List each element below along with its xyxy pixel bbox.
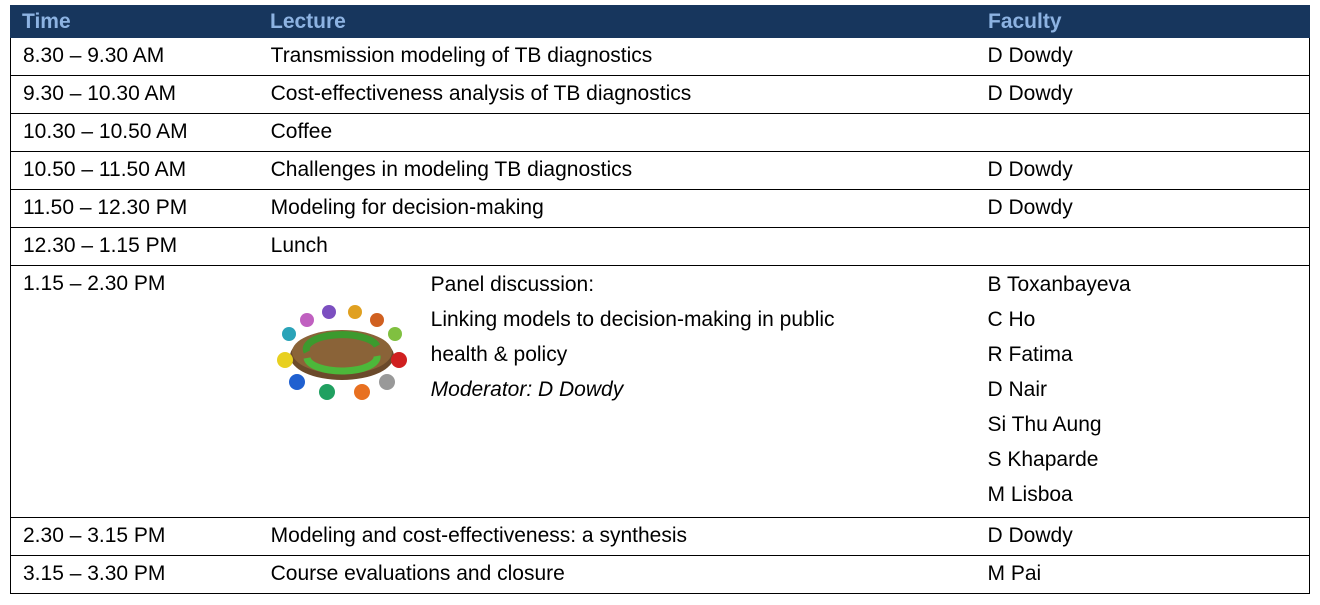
panelist: D Nair xyxy=(987,378,1048,401)
lecture-cell: Modeling and cost-effectiveness: a synth… xyxy=(270,524,687,547)
time-cell: 2.30 – 3.15 PM xyxy=(23,524,166,547)
lecture-cell: Coffee xyxy=(270,120,333,143)
faculty-cell xyxy=(976,114,1310,151)
lecture-cell: Course evaluations and closure xyxy=(270,562,565,585)
table-row: 3.15 – 3.30 PM Course evaluations and clo… xyxy=(10,556,1310,594)
time-cell: 8.30 – 9.30 AM xyxy=(23,44,165,67)
faculty-cell: D Dowdy xyxy=(987,44,1073,67)
faculty-cell: B Toxanbayeva C Ho R Fatima D Nair Si Thu Au… xyxy=(976,266,1310,517)
faculty-cell xyxy=(976,228,1310,265)
panel-line: Linking models to decision-making in pub… xyxy=(430,308,835,331)
meeting-icon xyxy=(276,305,407,400)
panelist: B Toxanbayeva xyxy=(987,273,1131,296)
time-cell: 10.50 – 11.50 AM xyxy=(23,158,187,181)
panelist: C Ho xyxy=(987,308,1036,331)
lecture-cell: Cost-effectiveness analysis of TB diagno… xyxy=(270,82,692,105)
lecture-cell: Transmission modeling of TB diagnostics xyxy=(270,44,653,67)
time-cell: 1.15 – 2.30 PM xyxy=(23,272,166,295)
table-row: 1.15 – 2.30 PM Panel discussion: Linking … xyxy=(10,266,1310,518)
table-row: 2.30 – 3.15 PM Modeling and cost-effectiv… xyxy=(10,518,1310,556)
time-cell: 11.50 – 12.30 PM xyxy=(23,196,188,219)
time-cell: 9.30 – 10.30 AM xyxy=(23,82,176,105)
panel-line: Panel discussion: xyxy=(430,273,595,296)
lecture-cell: Modeling for decision-making xyxy=(270,196,544,219)
schedule-table: Time Lecture Faculty 8.30 – 9.30 AM Transmis… xyxy=(10,5,1310,594)
panel-line: health & policy xyxy=(430,343,568,366)
header-row: Time Lecture Faculty xyxy=(10,5,1310,38)
lecture-cell: Panel discussion: Linking models to decis… xyxy=(259,266,976,517)
panelist: M Lisboa xyxy=(987,483,1073,506)
table-row: 12.30 – 1.15 PM Lunch xyxy=(10,228,1310,266)
time-cell: 10.30 – 10.50 AM xyxy=(23,120,188,143)
header-cell: Lecture xyxy=(270,9,346,33)
faculty-cell: D Dowdy xyxy=(987,158,1073,181)
moderator: Moderator: D Dowdy xyxy=(430,378,624,401)
table-row: 11.50 – 12.30 PM Modeling for decision-ma… xyxy=(10,190,1310,228)
table-row: 8.30 – 9.30 AM Transmission modeling of T… xyxy=(10,38,1310,76)
table-row: 10.50 – 11.50 AM Challenges in modeling T… xyxy=(10,152,1310,190)
panelist: Si Thu Aung xyxy=(987,413,1102,436)
header-cell: Faculty xyxy=(988,9,1062,33)
header-cell: Time xyxy=(22,9,71,33)
table-row: 10.30 – 10.50 AM Coffee xyxy=(10,114,1310,152)
faculty-cell: D Dowdy xyxy=(987,524,1073,547)
faculty-cell: D Dowdy xyxy=(987,196,1073,219)
panelist: R Fatima xyxy=(987,343,1073,366)
faculty-cell: M Pai xyxy=(987,562,1042,585)
time-cell: 12.30 – 1.15 PM xyxy=(23,234,178,257)
lecture-cell: Challenges in modeling TB diagnostics xyxy=(270,158,633,181)
time-cell: 3.15 – 3.30 PM xyxy=(23,562,166,585)
lecture-cell: Lunch xyxy=(270,234,328,257)
panelist: S Khaparde xyxy=(987,448,1099,471)
table-row: 9.30 – 10.30 AM Cost-effectiveness analys… xyxy=(10,76,1310,114)
faculty-cell: D Dowdy xyxy=(987,82,1073,105)
panel-text: Panel discussion: Linking models to decis… xyxy=(431,272,835,517)
